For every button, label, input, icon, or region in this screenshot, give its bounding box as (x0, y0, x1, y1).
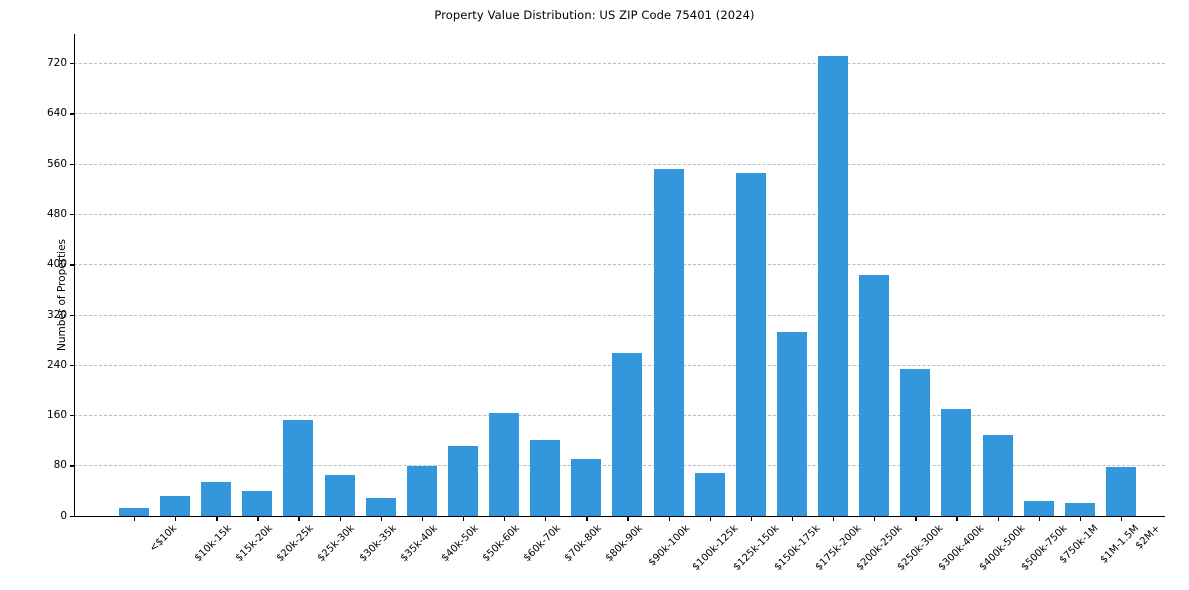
bar[interactable] (735, 173, 766, 516)
x-axis-tick-mark (1079, 517, 1082, 521)
bar[interactable] (1064, 502, 1095, 516)
bar[interactable] (694, 472, 725, 516)
bar[interactable] (1023, 500, 1054, 516)
bar[interactable] (489, 412, 520, 516)
y-axis-tick-label: 560 (46, 157, 67, 170)
bar[interactable] (859, 274, 890, 516)
y-axis-tick-label: 400 (46, 258, 67, 271)
bar[interactable] (900, 368, 931, 516)
bar[interactable] (1105, 466, 1136, 516)
x-axis-tick-mark (545, 517, 547, 521)
bar[interactable] (201, 482, 232, 516)
x-axis-tick-mark (833, 517, 835, 521)
y-axis-tick-mark (70, 314, 74, 316)
y-axis-tick-label: 0 (60, 509, 67, 522)
y-axis-tick-label: 80 (53, 459, 67, 472)
x-axis-tick-mark (504, 517, 506, 521)
y-axis-tick-mark (70, 415, 74, 417)
x-axis-spine (74, 515, 1165, 517)
bar[interactable] (530, 440, 561, 516)
x-axis-tick-mark (421, 517, 424, 521)
x-axis-tick-mark (997, 517, 999, 521)
x-axis-tick-label: $20k-25k (275, 523, 317, 565)
y-axis-tick-mark (70, 465, 74, 467)
bar[interactable] (406, 466, 437, 516)
x-axis-tick-mark (956, 517, 958, 521)
x-axis-tick-label: $10k-15k (192, 523, 234, 565)
y-axis-tick-mark (70, 264, 74, 266)
y-axis-tick-mark (70, 213, 74, 216)
x-axis-tick-label: $35k-40k (398, 523, 440, 565)
y-axis-label: Number of Properties (56, 238, 69, 352)
bar[interactable] (941, 408, 972, 516)
x-axis-tick-label: <$10k (147, 523, 180, 555)
x-axis-tick-label: $30k-35k (357, 523, 399, 565)
x-axis-tick-mark (915, 517, 917, 521)
y-axis-tick-mark (70, 364, 74, 367)
bar[interactable] (324, 475, 355, 516)
x-axis-tick-mark (298, 517, 300, 521)
y-axis-tick-label: 640 (46, 107, 67, 120)
x-axis-tick-mark (874, 517, 876, 521)
y-axis-tick-label: 720 (46, 57, 67, 70)
bar[interactable] (818, 55, 849, 516)
y-axis-tick-mark (70, 63, 74, 65)
x-axis-tick-label: $40k-50k (439, 523, 481, 565)
x-axis-tick-mark (339, 517, 341, 521)
gridline (74, 213, 1165, 215)
bar[interactable] (119, 507, 149, 516)
x-axis-tick-mark (709, 517, 711, 521)
x-axis-tick-mark (380, 517, 383, 521)
y-axis-tick-label: 480 (46, 207, 67, 220)
bar[interactable] (982, 434, 1013, 516)
x-axis-tick-mark (134, 517, 136, 521)
y-axis-spine (74, 34, 76, 517)
gridline (74, 314, 1165, 316)
bar[interactable] (653, 168, 684, 516)
x-axis-tick-label: $15k-20k (234, 523, 276, 565)
bar[interactable] (612, 352, 643, 516)
x-axis-tick-mark (257, 517, 259, 521)
bar[interactable] (283, 420, 314, 516)
gridline (74, 63, 1165, 65)
y-axis-tick-mark (70, 163, 74, 165)
gridline (74, 163, 1165, 165)
x-axis-tick-mark (627, 517, 629, 521)
x-axis-tick-label: $90k-100k (647, 523, 693, 569)
x-axis-tick-label: $70k-80k (562, 523, 604, 565)
gridline (74, 113, 1165, 115)
bar[interactable] (160, 495, 191, 516)
bar[interactable] (571, 459, 602, 516)
bar[interactable] (242, 490, 273, 516)
plot-area: 0 80 160 240 320 400 480 560 640 720 (47, 34, 1165, 522)
y-axis-tick-mark (70, 113, 74, 115)
x-axis-tick-mark (1120, 517, 1123, 521)
bar[interactable] (447, 445, 478, 516)
x-axis-tick-mark (175, 517, 177, 521)
x-axis-tick-label: $60k-70k (521, 523, 563, 565)
x-axis-tick-mark (668, 517, 670, 521)
y-axis-tick-label: 320 (46, 308, 67, 321)
x-axis-tick-mark (586, 517, 588, 521)
y-axis-tick-mark (70, 515, 74, 517)
bar[interactable] (365, 498, 396, 516)
gridline (74, 264, 1165, 266)
x-axis-tick-mark (791, 517, 794, 521)
x-axis-tick-mark (216, 517, 218, 521)
y-axis-tick-label: 240 (46, 358, 67, 371)
chart-title: Property Value Distribution: US ZIP Code… (434, 8, 755, 22)
x-axis-tick-label: $25k-30k (316, 523, 358, 565)
bar[interactable] (776, 331, 807, 516)
x-axis-tick-mark (462, 517, 465, 521)
x-axis-tick-label: $80k-90k (604, 523, 646, 565)
x-axis-tick-mark (750, 517, 753, 521)
x-axis-tick-label: $50k-60k (480, 523, 522, 565)
y-axis-tick-label: 160 (46, 409, 67, 422)
x-axis-tick-mark (1038, 517, 1040, 521)
